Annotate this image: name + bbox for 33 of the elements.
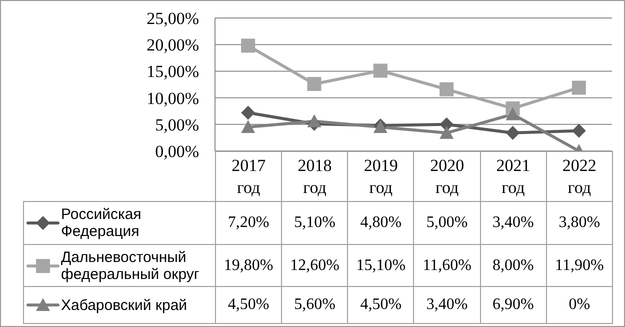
data-label: 15,10%: [348, 244, 414, 286]
x-tick-label: 2022 год: [546, 152, 612, 202]
x-tick-label: 2017 год: [216, 152, 282, 202]
data-label: 11,90%: [546, 244, 612, 286]
data-label: 6,90%: [480, 286, 546, 324]
legend-label: Хабаровский край: [61, 296, 188, 314]
legend-label: Российская Федерация: [61, 206, 142, 240]
data-label: 5,10%: [282, 202, 348, 244]
data-label: 5,00%: [414, 202, 480, 244]
data-label: 3,40%: [414, 286, 480, 324]
legend-label: Дальневосточный федеральный округ: [61, 248, 200, 282]
y-tick-label: 0,00%: [155, 142, 199, 162]
data-label: 12,60%: [282, 244, 348, 286]
data-label: 7,20%: [216, 202, 282, 244]
y-tick-label: 20,00%: [146, 36, 199, 55]
data-label: 8,00%: [480, 244, 546, 286]
x-tick-label: 2021 год: [480, 152, 546, 202]
y-tick-label: 25,00%: [146, 9, 199, 28]
x-tick-label: 2018 год: [282, 152, 348, 202]
data-label: 19,80%: [216, 244, 282, 286]
data-label: 3,40%: [480, 202, 546, 244]
y-tick-label: 15,00%: [146, 62, 199, 82]
data-label: 4,50%: [216, 286, 282, 324]
data-label: 4,80%: [348, 202, 414, 244]
y-tick-label: 10,00%: [146, 88, 199, 108]
data-label: 0%: [546, 286, 612, 324]
data-label: 4,50%: [348, 286, 414, 324]
data-label: 11,60%: [414, 244, 480, 286]
x-tick-label: 2020 год: [414, 152, 480, 202]
y-tick-label: 5,00%: [155, 115, 199, 134]
x-tick-label: 2019 год: [348, 152, 414, 202]
data-label: 3,80%: [546, 202, 612, 244]
data-label: 5,60%: [282, 286, 348, 324]
